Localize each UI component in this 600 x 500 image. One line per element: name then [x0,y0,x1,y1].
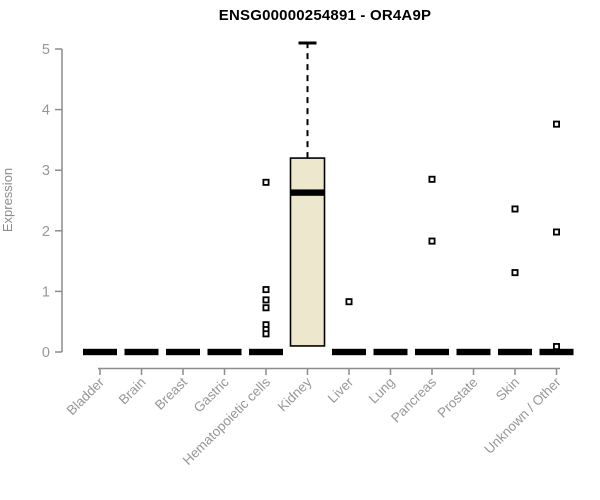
x-tick-label: Skin [493,375,522,404]
outlier-point [511,269,519,277]
box-rect [289,157,326,347]
x-tick-label: Lung [366,375,398,407]
y-tick-label: 2 [42,224,50,240]
median-bar [83,348,117,356]
y-tick-label: 5 [42,42,50,58]
x-tick-label: Breast [152,374,190,412]
outlier-point [262,178,270,186]
median-bar [249,348,283,356]
outlier-point [428,175,436,183]
median-bar [498,348,532,356]
x-tick-label: Liver [325,374,357,406]
median-bar [456,348,491,356]
outlier-point [345,298,353,306]
outlier-point [262,330,270,338]
outlier-point [262,296,270,304]
x-tick-label: Brain [116,375,149,408]
outlier-point [262,304,270,312]
outlier-point [553,343,561,351]
outlier-point [553,228,561,236]
median-bar [373,348,408,356]
x-tick-label: Gastric [191,374,232,415]
median-bar [539,348,574,356]
outlier-point [428,237,436,245]
x-tick-label: Prostate [434,375,480,421]
median-bar [207,348,242,356]
median-bar [332,348,366,356]
median-bar [415,348,449,356]
median-bar [290,189,325,196]
x-tick-label: Unknown / Other [481,374,564,457]
y-tick-label: 1 [42,284,50,300]
median-bar [166,348,200,356]
x-tick-label: Pancreas [388,374,439,425]
x-tick-label: Kidney [275,374,315,414]
y-tick-label: 0 [42,345,50,361]
x-tick-label: Bladder [64,374,108,418]
outlier-point [511,205,519,213]
outlier-point [553,120,561,128]
y-tick-label: 4 [42,103,50,119]
y-tick-label: 3 [42,163,50,179]
chart-title: ENSG00000254891 - OR4A9P [218,7,432,24]
median-bar [124,348,159,356]
outlier-point [262,286,270,294]
